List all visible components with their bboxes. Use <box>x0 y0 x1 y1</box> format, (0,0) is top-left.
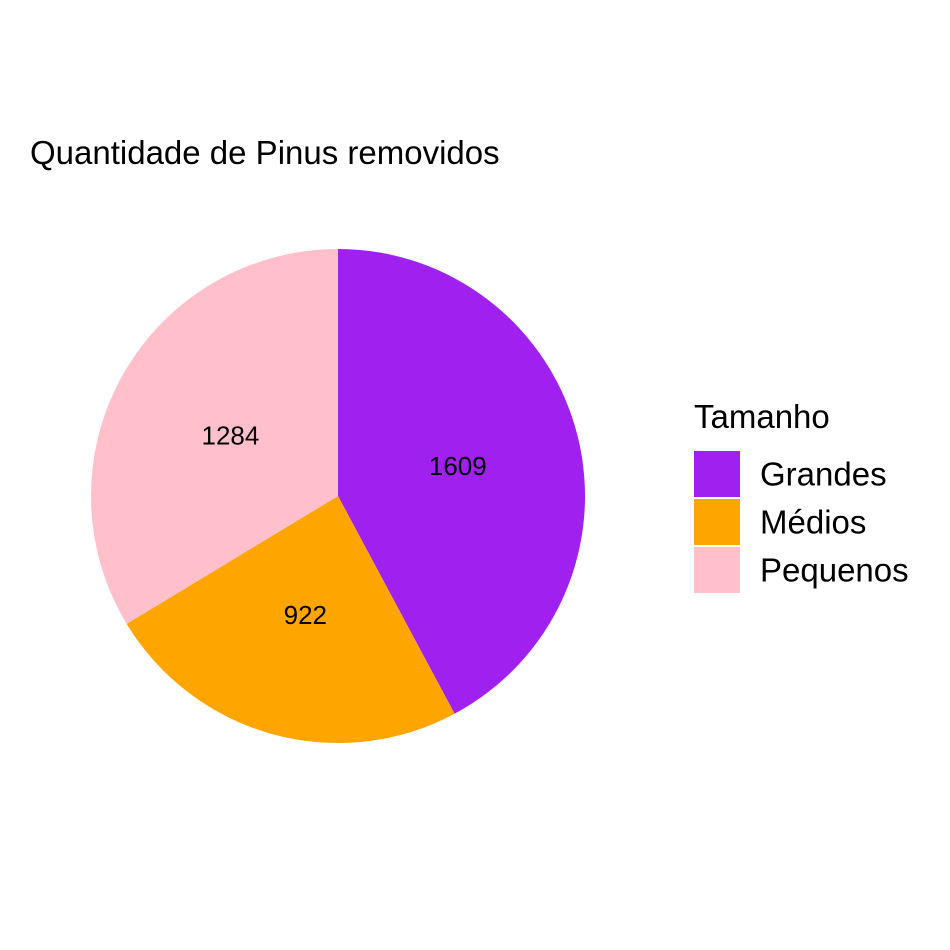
legend-label-grandes: Grandes <box>760 456 887 493</box>
legend-key-grandes <box>694 451 740 497</box>
legend-title: Tamanho <box>694 398 830 435</box>
slice-value-label-medios: 922 <box>284 600 327 630</box>
slice-value-label-grandes: 1609 <box>429 451 487 481</box>
chart-title: Quantidade de Pinus removidos <box>30 134 500 171</box>
legend: Tamanho Grandes Médios Pequenos <box>694 398 909 593</box>
pie-slice-grandes <box>338 249 586 714</box>
pie-slice-pequenos <box>90 249 338 624</box>
pie-slice-labels: 1609 922 1284 <box>202 420 487 630</box>
slice-value-label-pequenos: 1284 <box>202 420 260 450</box>
legend-label-pequenos: Pequenos <box>760 552 909 589</box>
legend-label-medios: Médios <box>760 504 866 541</box>
legend-key-pequenos <box>694 547 740 593</box>
legend-key-medios <box>694 499 740 545</box>
pie-slices <box>90 249 586 744</box>
pie-slice-medios <box>126 496 455 744</box>
